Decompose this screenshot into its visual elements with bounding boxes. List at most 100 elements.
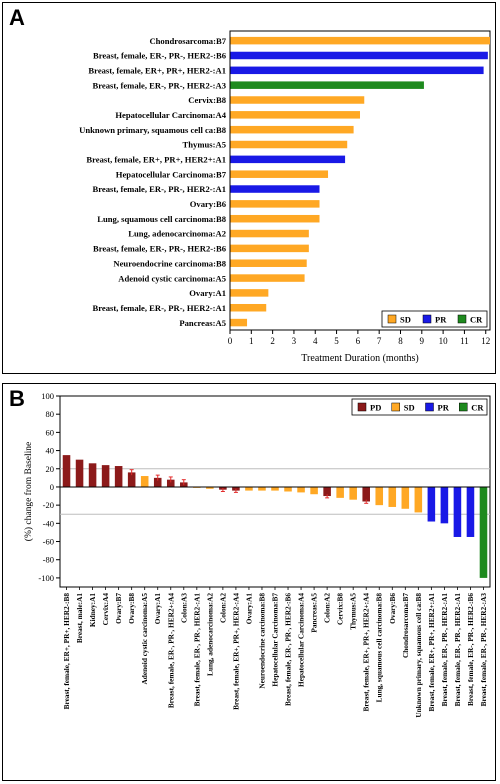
panel-b: B 100 80 60 40 20 0 -20 -40 -60 -80 -100 (%) change… xyxy=(2,383,496,781)
legend-label: CR xyxy=(470,315,483,325)
panel-a-label: A xyxy=(9,5,25,30)
change-bar xyxy=(232,486,240,491)
change-bar xyxy=(127,472,136,487)
y-tick-label: 60 xyxy=(46,427,55,437)
x-tick-label: 3 xyxy=(292,336,297,346)
x-tick-label: 0 xyxy=(228,336,233,346)
duration-bar xyxy=(230,274,305,282)
x-tick-label: 10 xyxy=(439,336,449,346)
duration-bar xyxy=(230,214,320,223)
y-axis-title: (%) change from Baseline xyxy=(23,442,34,541)
change-bar xyxy=(414,486,423,513)
category-label: Breast, female, ER-, PR-, HER2-:A1 xyxy=(440,593,449,707)
duration-bar xyxy=(230,185,320,193)
change-bar xyxy=(271,486,279,491)
category-label: Chondrosarcoma:B7 xyxy=(401,593,410,658)
category-label: Breast, female, ER+, PR+, HER2+:A1 xyxy=(427,593,436,712)
category-label: Adenoid cystic carcinoma:A5 xyxy=(140,593,149,685)
duration-bar xyxy=(230,259,307,267)
category-label: Breast, female, ER-, PR-, HER2-:A1 xyxy=(453,593,462,707)
y-tick-label: -80 xyxy=(43,555,54,565)
change-bar xyxy=(349,486,357,500)
legend-swatch xyxy=(391,402,400,412)
plot-frame xyxy=(59,395,491,588)
duration-bar xyxy=(230,66,484,75)
category-label: Adenoid cystic carcinoma:A5 xyxy=(118,273,226,283)
panel-a: A Chondrosarcoma:B7 Breast, female, ER-, … xyxy=(2,2,496,374)
duration-bar xyxy=(230,96,365,104)
category-label: Ovary:B6 xyxy=(388,593,397,624)
category-label: Breast, female, ER-, PR-, HER2-:B6 xyxy=(284,593,293,706)
category-label: Ovary:A1 xyxy=(153,593,162,625)
x-axis-title: Treatment Duration (months) xyxy=(301,353,418,364)
x-tick-label: 2 xyxy=(270,336,275,346)
legend-label: PR xyxy=(435,315,447,325)
panel-b-label: B xyxy=(9,386,25,411)
change-bar xyxy=(401,486,410,509)
legend-swatch xyxy=(459,402,468,412)
change-bar xyxy=(440,486,449,524)
duration-bar xyxy=(230,111,360,119)
duration-bar xyxy=(230,229,309,238)
category-label: Colon:A2 xyxy=(218,593,227,623)
category-label: Lung, adenocarcinoma:A2 xyxy=(128,229,226,239)
duration-bar xyxy=(230,51,488,60)
legend-label: PD xyxy=(370,403,381,413)
category-label: Pancreas:A5 xyxy=(310,593,319,633)
y-tick-label: 40 xyxy=(46,446,55,456)
legend-swatch xyxy=(457,314,467,324)
category-label: Breast, female, ER+, PR+, HER2-:B8 xyxy=(62,593,71,710)
category-label: Cervix:A4 xyxy=(101,593,110,626)
category-label: Chondrosarcoma:B7 xyxy=(149,36,226,46)
legend-box xyxy=(351,398,488,416)
category-label: Hepatocellular Carcinoma:A4 xyxy=(297,593,306,687)
x-tick-label: 5 xyxy=(334,336,339,346)
change-bar xyxy=(284,486,292,492)
y-tick-label: 0 xyxy=(50,482,54,492)
x-tick-label: 1 xyxy=(249,336,254,346)
y-tick-label: -40 xyxy=(43,518,54,528)
change-bar xyxy=(479,486,488,578)
category-label: Thymus:A5 xyxy=(183,140,226,150)
waterfall-chart: 100 80 60 40 20 0 -20 -40 -60 -80 -100 (%) change f… xyxy=(23,391,491,718)
change-bar xyxy=(101,465,110,487)
x-tick-label: 9 xyxy=(420,336,425,346)
duration-bar xyxy=(230,170,329,178)
duration-bar xyxy=(230,289,269,297)
plot-frame xyxy=(229,30,491,331)
change-bar xyxy=(166,479,175,487)
change-bar xyxy=(310,486,318,495)
category-label: Ovary:B6 xyxy=(190,199,227,209)
category-label: Neuroendocrine carcinoma:B8 xyxy=(113,258,226,268)
x-tick-label: 7 xyxy=(377,336,382,346)
y-tick-label: 80 xyxy=(46,409,55,419)
y-tick-label: -60 xyxy=(43,537,54,547)
change-bar xyxy=(114,466,123,487)
category-label: Breast, female, ER-, PR-, HER2-:A1 xyxy=(93,303,227,313)
duration-bar xyxy=(230,125,354,134)
category-label: Breast, female, ER-, PR-, HER2-:B6 xyxy=(466,593,475,706)
category-label: Hepatocellular Carcinoma:B7 xyxy=(271,593,280,687)
category-label: Cervix:B8 xyxy=(188,95,226,105)
legend-label: SD xyxy=(400,315,411,325)
duration-chart: Chondrosarcoma:B7 Breast, female, ER-, PR… xyxy=(79,30,491,364)
y-tick-label: -20 xyxy=(43,500,54,510)
category-label: Ovary:B7 xyxy=(114,593,123,624)
category-label: Breast, female, ER-, PR-, HER2+:A4 xyxy=(166,593,175,708)
duration-bar xyxy=(230,140,348,149)
category-label: Thymus:A5 xyxy=(349,593,358,630)
category-label: Breast, female, ER+, PR+, HER2-:A1 xyxy=(88,66,226,76)
change-bar xyxy=(75,459,84,487)
category-label: Breast, female, ER+, PR+, HER2+:A4 xyxy=(362,593,371,712)
category-label: Colon:A3 xyxy=(179,593,188,623)
change-bar xyxy=(362,486,370,502)
category-label: Breast, female, ER-, PR-, HER2-:A1 xyxy=(192,593,201,707)
category-label: Breast, female, ER-, PR-, HER2-:B6 xyxy=(93,51,227,61)
category-label: Hepatocellular Carcinoma:A4 xyxy=(115,110,226,120)
category-label: Breast, female, ER-, PR-, HER2-:A3 xyxy=(93,80,227,90)
change-bar xyxy=(297,486,305,493)
category-label: Lung, squamous cell carcinoma:B8 xyxy=(97,214,226,224)
change-bar xyxy=(375,486,384,506)
duration-bar xyxy=(230,303,267,312)
change-bar xyxy=(258,486,266,491)
